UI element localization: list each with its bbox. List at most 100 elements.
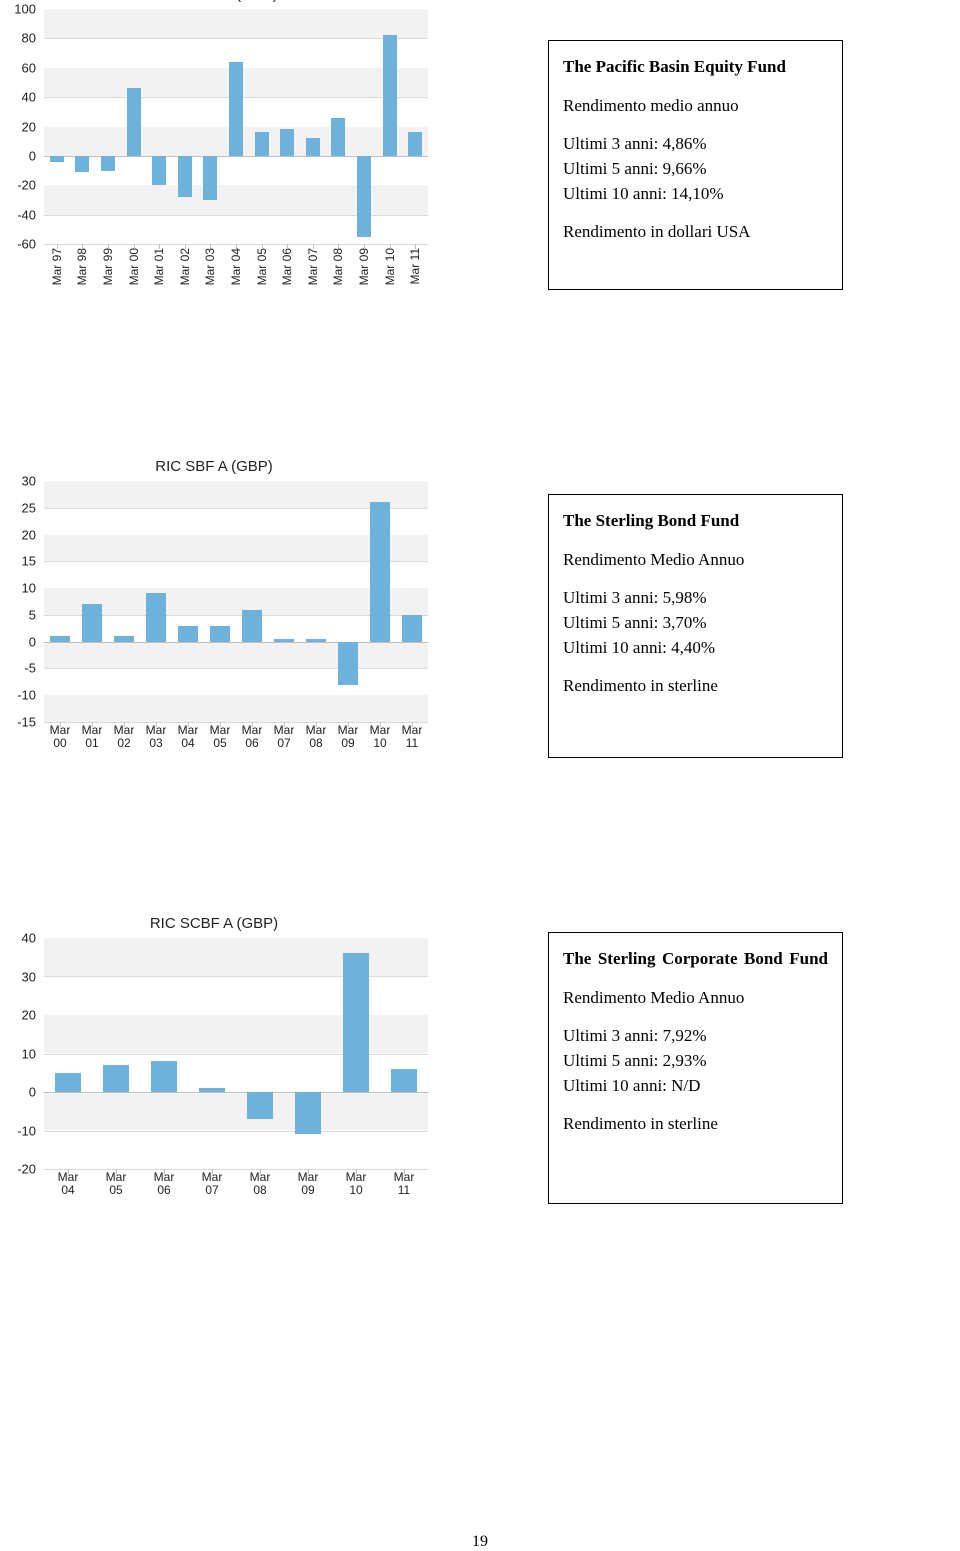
- bar: [229, 62, 243, 156]
- x-tick-label: Mar 04: [178, 724, 199, 750]
- bar: [50, 156, 64, 162]
- bar: [151, 1061, 177, 1092]
- bar: [391, 1069, 417, 1092]
- y-tick-label: 100: [14, 2, 36, 17]
- performance-row: Ultimi 10 anni: N/D: [563, 1074, 828, 1099]
- x-tick-label: Mar 02: [178, 248, 192, 285]
- x-tick-label: Mar 10: [383, 248, 397, 285]
- bar: [210, 626, 229, 642]
- fund-name: The Sterling Corporate Bond Fund: [563, 947, 828, 972]
- y-tick-label: 20: [22, 119, 36, 134]
- bar: [338, 642, 357, 685]
- y-tick-label: 60: [22, 60, 36, 75]
- x-tick-label: Mar 06: [154, 1171, 175, 1197]
- bar: [178, 626, 197, 642]
- info-box-sterling-corporate-bond: The Sterling Corporate Bond Fund Rendimen…: [548, 932, 843, 1204]
- bar: [103, 1065, 129, 1092]
- rendimento-label: Rendimento medio annuo: [563, 94, 828, 119]
- performance-row: Ultimi 5 anni: 3,70%: [563, 611, 828, 636]
- bar: [178, 156, 192, 197]
- y-tick-label: 20: [22, 527, 36, 542]
- bar: [295, 1092, 321, 1134]
- y-tick-label: -10: [17, 688, 36, 703]
- y-tick-label: -15: [17, 715, 36, 730]
- chart-pacific-basin: RIC PBEF A (USD)100806040200-20-40-60Mar…: [0, 0, 428, 301]
- bar: [408, 132, 422, 156]
- x-tick-label: Mar 01: [152, 248, 166, 285]
- y-tick-label: 0: [29, 1085, 36, 1100]
- x-tick-label: Mar 03: [203, 248, 217, 285]
- fund-name: The Pacific Basin Equity Fund: [563, 55, 828, 80]
- y-tick-label: 10: [22, 581, 36, 596]
- x-tick-label: Mar 97: [50, 248, 64, 285]
- y-tick-label: -60: [17, 237, 36, 252]
- x-tick-label: Mar 09: [357, 248, 371, 285]
- x-tick-label: Mar 10: [370, 724, 391, 750]
- x-tick-label: Mar 11: [402, 724, 423, 750]
- bar: [370, 502, 389, 641]
- bar: [152, 156, 166, 185]
- x-tick-label: Mar 03: [146, 724, 167, 750]
- bar: [280, 129, 294, 155]
- chart-title: RIC SCBF A (GBP): [0, 915, 428, 932]
- x-tick-label: Mar 06: [242, 724, 263, 750]
- y-tick-label: -20: [17, 178, 36, 193]
- bar: [383, 35, 397, 155]
- x-tick-label: Mar 06: [280, 248, 294, 285]
- bar: [101, 156, 115, 171]
- x-tick-label: Mar 07: [202, 1171, 223, 1197]
- x-tick-label: Mar 04: [229, 248, 243, 285]
- info-box-sterling-bond: The Sterling Bond Fund Rendimento Medio A…: [548, 494, 843, 758]
- bar: [343, 953, 369, 1092]
- bar: [274, 639, 293, 642]
- x-tick-label: Mar 10: [346, 1171, 367, 1197]
- y-tick-label: 0: [29, 634, 36, 649]
- performance-row: Ultimi 10 anni: 4,40%: [563, 636, 828, 661]
- bar: [357, 156, 371, 237]
- bar: [331, 118, 345, 156]
- y-tick-label: 80: [22, 31, 36, 46]
- y-tick-label: 0: [29, 148, 36, 163]
- bar: [146, 593, 165, 641]
- x-tick-label: Mar 09: [338, 724, 359, 750]
- y-tick-label: 20: [22, 1008, 36, 1023]
- y-tick-label: 40: [22, 931, 36, 946]
- performance-row: Ultimi 3 anni: 5,98%: [563, 586, 828, 611]
- bar: [255, 132, 269, 156]
- info-box-pacific-basin: The Pacific Basin Equity Fund Rendimento …: [548, 40, 843, 290]
- x-tick-label: Mar 02: [114, 724, 135, 750]
- x-tick-label: Mar 00: [50, 724, 71, 750]
- rendimento-label: Rendimento Medio Annuo: [563, 986, 828, 1011]
- fund-name: The Sterling Bond Fund: [563, 509, 828, 534]
- chart-title: RIC PBEF A (USD): [0, 0, 428, 3]
- bar: [114, 636, 133, 641]
- y-tick-label: 30: [22, 969, 36, 984]
- performance-row: Ultimi 10 anni: 14,10%: [563, 182, 828, 207]
- rendimento-label: Rendimento Medio Annuo: [563, 548, 828, 573]
- y-tick-label: 40: [22, 90, 36, 105]
- x-tick-label: Mar 08: [250, 1171, 271, 1197]
- y-tick-label: 10: [22, 1046, 36, 1061]
- x-tick-label: Mar 05: [210, 724, 231, 750]
- y-tick-label: -5: [24, 661, 36, 676]
- bar: [203, 156, 217, 200]
- performance-row: Ultimi 3 anni: 4,86%: [563, 132, 828, 157]
- x-tick-label: Mar 09: [298, 1171, 319, 1197]
- x-tick-label: Mar 00: [127, 248, 141, 285]
- x-tick-label: Mar 05: [255, 248, 269, 285]
- y-tick-label: 15: [22, 554, 36, 569]
- x-tick-label: Mar 07: [306, 248, 320, 285]
- chart-sterling-corporate-bond: RIC SCBF A (GBP)403020100-10-20Mar 04Mar…: [0, 915, 428, 1205]
- performance-row: Ultimi 3 anni: 7,92%: [563, 1024, 828, 1049]
- bar: [242, 610, 261, 642]
- bar: [306, 639, 325, 642]
- x-tick-label: Mar 98: [75, 248, 89, 285]
- x-tick-label: Mar 11: [394, 1171, 415, 1197]
- x-tick-label: Mar 07: [274, 724, 295, 750]
- x-tick-label: Mar 11: [408, 248, 422, 284]
- page-number: 19: [0, 1533, 960, 1551]
- y-tick-label: -20: [17, 1162, 36, 1177]
- chart-sterling-bond: RIC SBF A (GBP)302520151050-5-10-15Mar 0…: [0, 458, 428, 758]
- x-tick-label: Mar 08: [331, 248, 345, 285]
- rendimento-footer: Rendimento in dollari USA: [563, 220, 828, 245]
